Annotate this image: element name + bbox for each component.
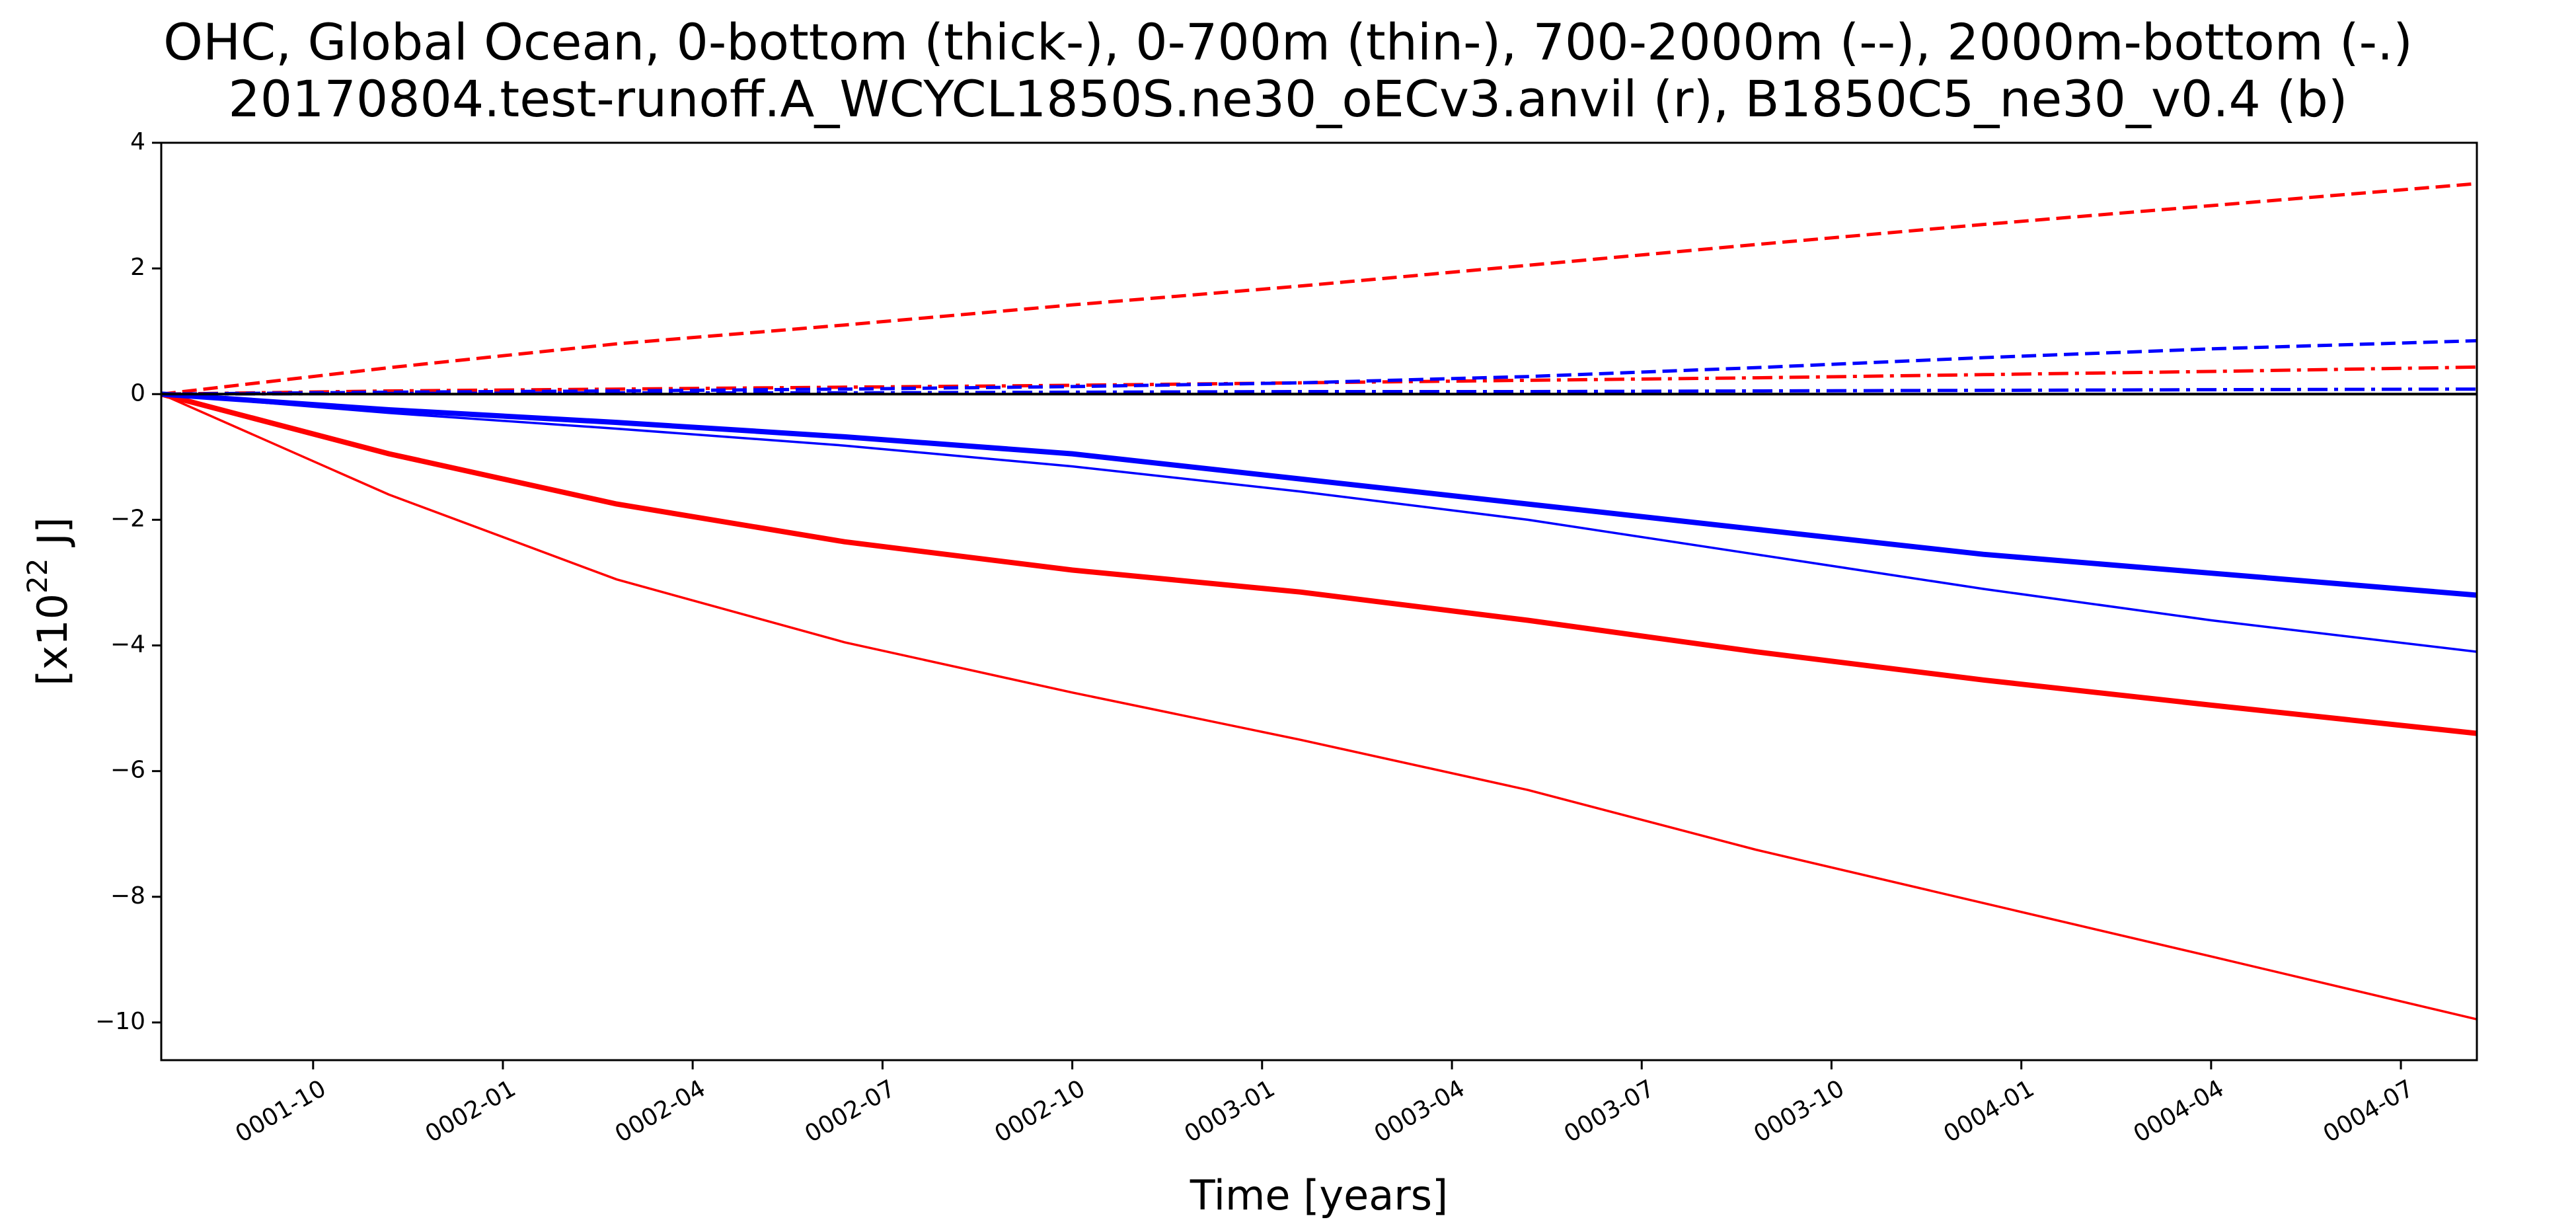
x-tick-label: 0003-10 (1749, 1075, 1849, 1148)
y-axis-label-suffix: J] (28, 517, 77, 558)
y-tick-label: −8 (110, 882, 145, 909)
y-axis: 4 2 0 −2 −4 −6 −8 −10 (95, 128, 161, 1035)
x-axis-label: Time [years] (1190, 1171, 1448, 1219)
x-tick-label: 0002-10 (990, 1075, 1090, 1148)
x-tick-label: 0002-04 (611, 1075, 710, 1148)
y-axis-label-prefix: [x10 (28, 594, 77, 686)
x-tick-label: 0003-04 (1370, 1075, 1470, 1148)
chart-title-line2: 20170804.test-runoff.A_WCYCL1850S.ne30_o… (228, 69, 2348, 128)
series-line-5 (161, 391, 2478, 598)
series-line-3 (161, 182, 2478, 396)
x-tick-label: 0004-04 (2129, 1075, 2229, 1148)
series-line-4 (161, 365, 2478, 396)
y-axis-label: [x1022 J] (21, 517, 77, 685)
x-tick-label: 0004-01 (1939, 1075, 2039, 1148)
x-tick-label: 0002-01 (421, 1075, 521, 1148)
x-tick-label: 0004-07 (2319, 1075, 2419, 1148)
series-line-2 (161, 393, 2478, 1020)
y-tick-label: −10 (95, 1008, 145, 1035)
x-tick-label: 0002-07 (800, 1075, 900, 1148)
x-axis: 0001-10 0002-01 0002-04 0002-07 0002-10 0003-… (231, 1060, 2419, 1148)
series-layer (160, 182, 2478, 1020)
series-line-1 (160, 391, 2478, 736)
x-tick-label: 0003-01 (1180, 1075, 1279, 1148)
y-tick-label: 2 (130, 254, 145, 281)
x-tick-label: 0003-07 (1560, 1075, 1659, 1148)
plot-frame (160, 141, 2478, 1061)
series-line-6 (161, 393, 2478, 653)
y-tick-label: −4 (110, 631, 145, 658)
series-line-7 (161, 339, 2478, 396)
y-tick-label: 0 (130, 379, 145, 406)
y-tick-label: 4 (130, 128, 145, 155)
chart-title-line1: OHC, Global Ocean, 0-bottom (thick-), 0-… (163, 13, 2413, 71)
x-tick-label: 0001-10 (231, 1075, 331, 1148)
y-tick-label: −2 (110, 505, 145, 532)
y-axis-label-exponent: 22 (21, 558, 54, 593)
y-tick-label: −6 (110, 757, 145, 784)
